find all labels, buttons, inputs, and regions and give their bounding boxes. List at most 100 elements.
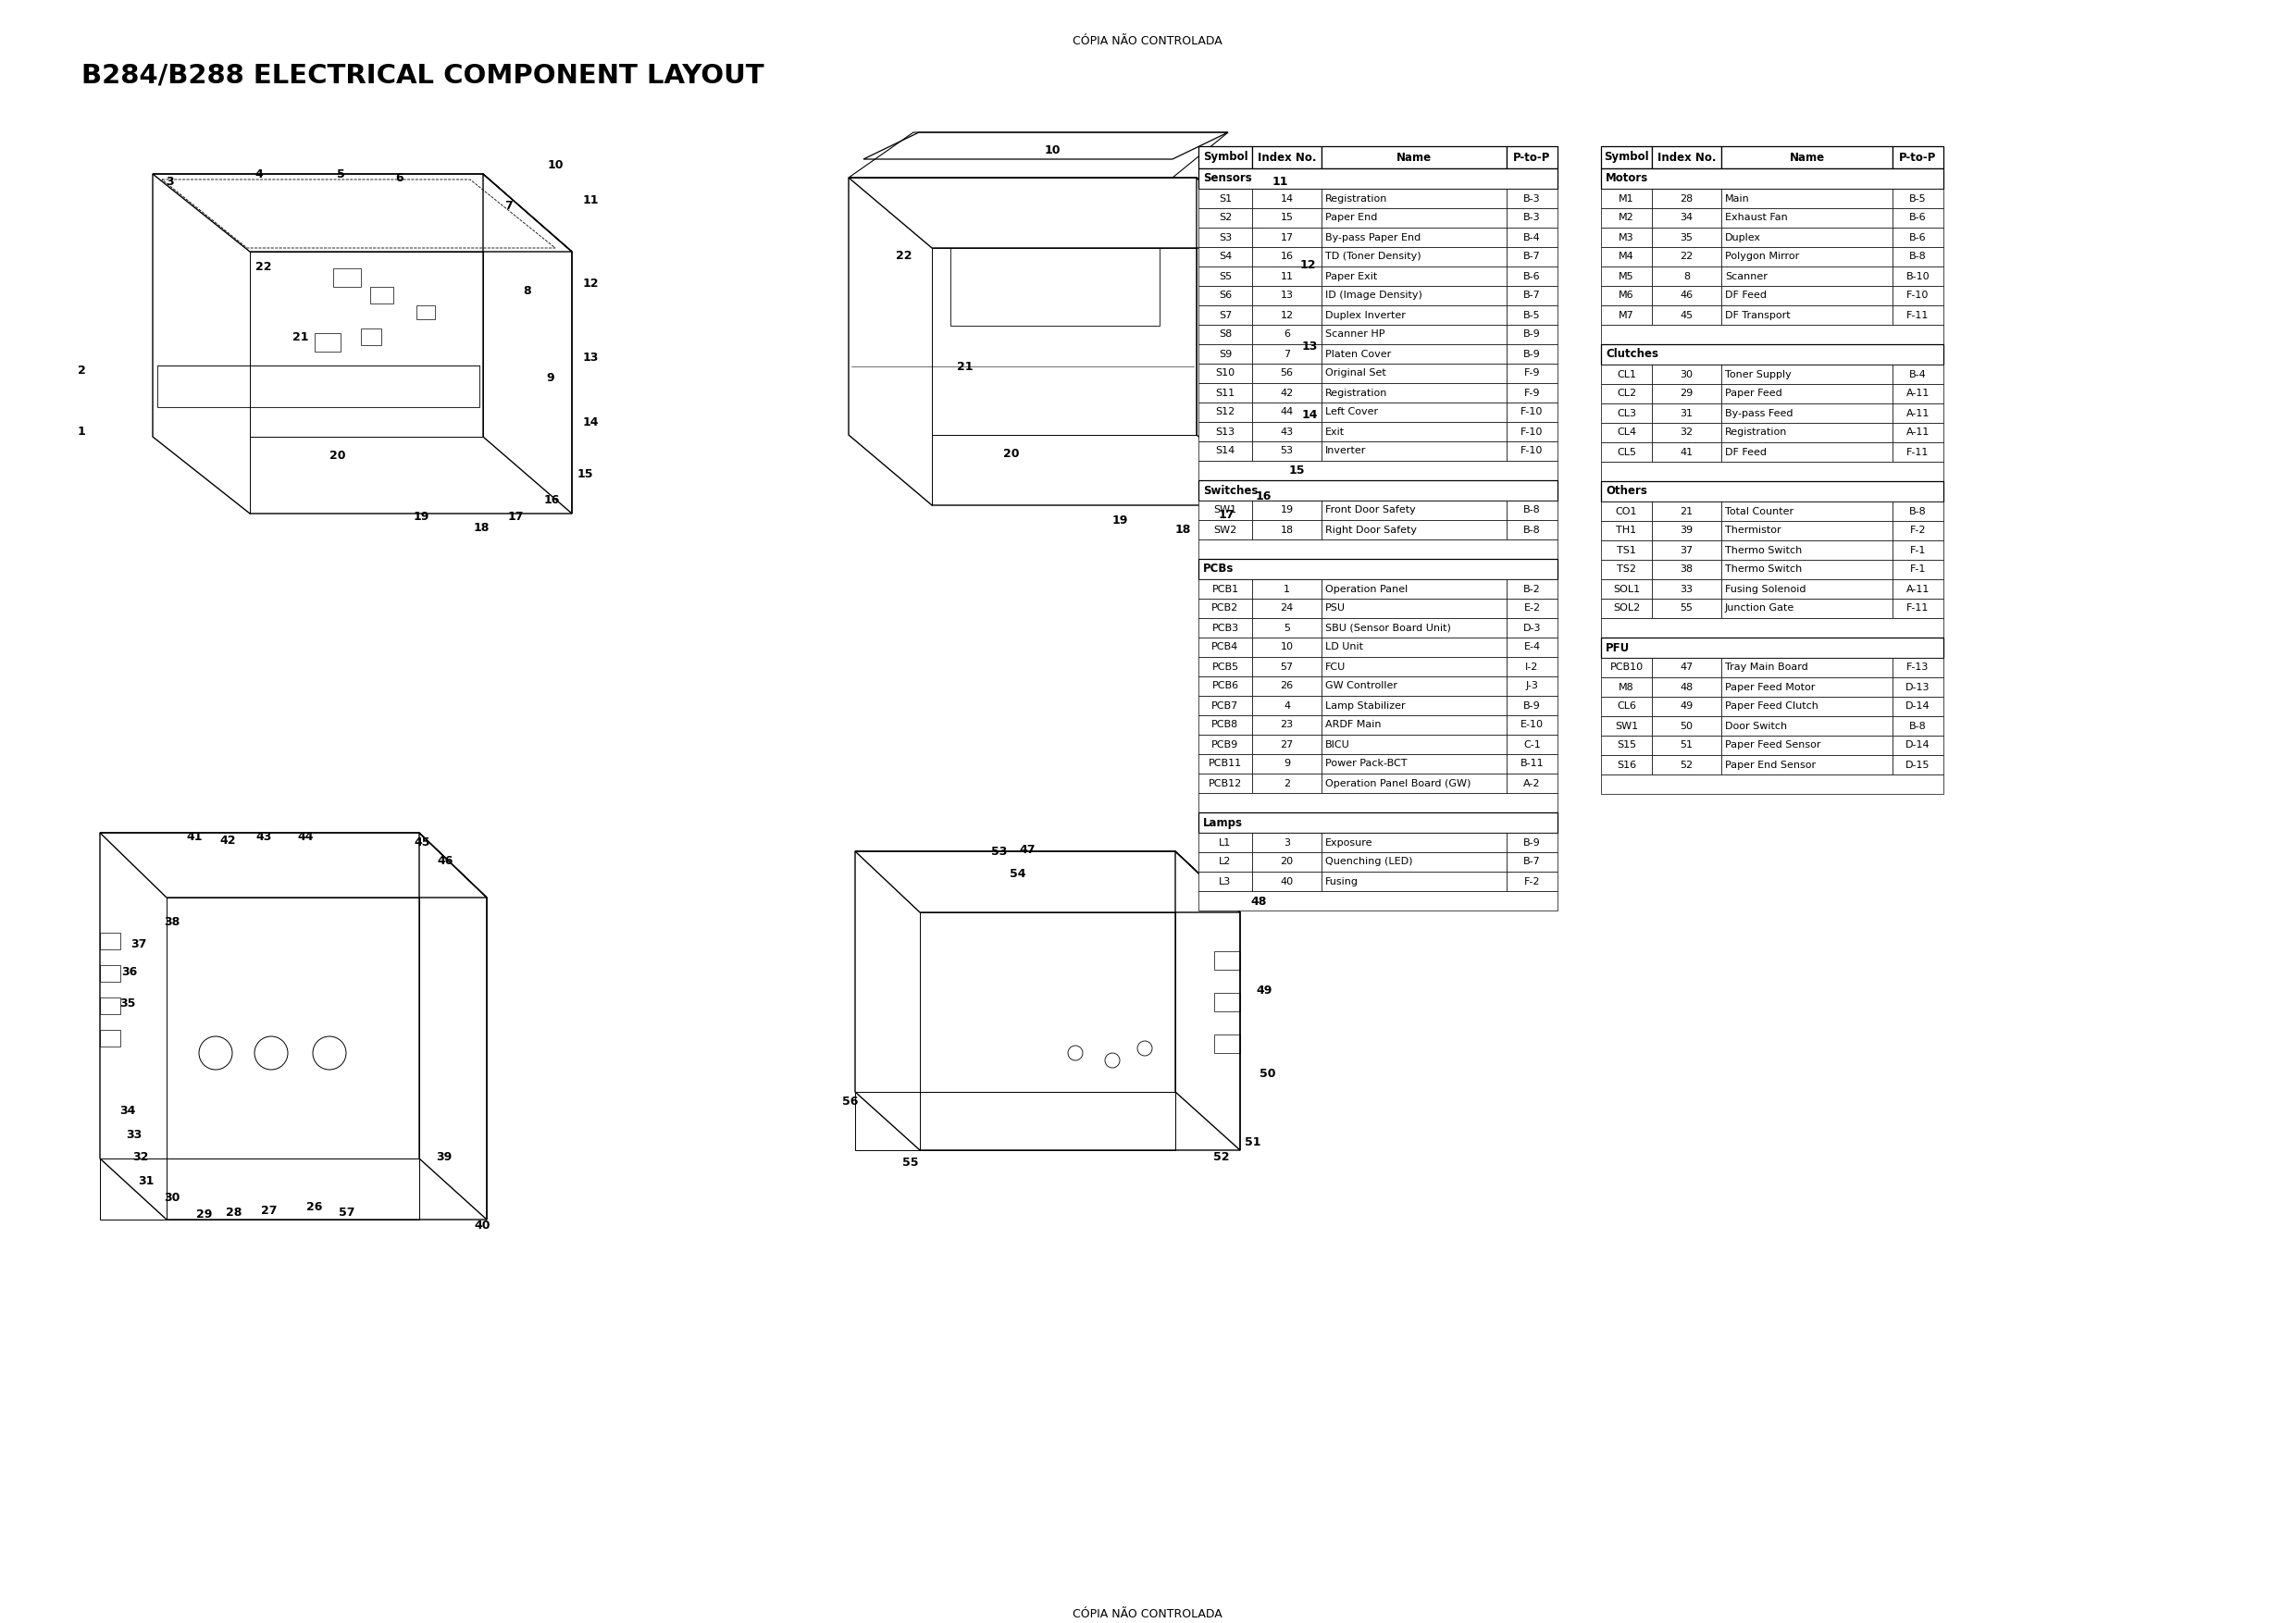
Bar: [1722, 716, 1892, 735]
Text: Toner Supply: Toner Supply: [1724, 370, 1791, 378]
Bar: [1506, 325, 1557, 344]
Bar: [1322, 305, 1506, 325]
Bar: [1651, 404, 1722, 424]
Text: 40: 40: [473, 1220, 491, 1232]
Bar: [1600, 735, 1651, 755]
Bar: [1322, 872, 1506, 891]
Text: 14: 14: [1302, 409, 1318, 420]
Text: Scanner: Scanner: [1724, 271, 1768, 281]
Text: 22: 22: [255, 260, 271, 273]
Text: A-11: A-11: [1906, 428, 1929, 437]
Bar: [1251, 852, 1322, 872]
Text: B-8: B-8: [1910, 506, 1926, 516]
Text: 2: 2: [1283, 779, 1290, 787]
Text: 17: 17: [507, 510, 523, 523]
Bar: [1199, 325, 1251, 344]
Bar: [1722, 208, 1892, 227]
Bar: [1199, 266, 1251, 286]
Text: Lamps: Lamps: [1203, 816, 1242, 829]
Text: 34: 34: [1681, 213, 1692, 222]
Bar: [1322, 657, 1506, 677]
Text: 54: 54: [1010, 868, 1026, 880]
Text: GW Controller: GW Controller: [1325, 682, 1398, 691]
Text: 45: 45: [1681, 310, 1692, 320]
Text: 9: 9: [546, 372, 556, 383]
Bar: [1722, 365, 1892, 385]
Text: 49: 49: [1256, 984, 1272, 997]
Text: 18: 18: [1281, 526, 1293, 534]
Bar: [1199, 383, 1251, 403]
Text: 35: 35: [1681, 232, 1692, 242]
Text: P-to-P: P-to-P: [1899, 151, 1936, 164]
Text: F-11: F-11: [1906, 310, 1929, 320]
Bar: [1651, 599, 1722, 618]
Bar: [1600, 657, 1651, 677]
Bar: [1600, 305, 1651, 325]
Text: Total Counter: Total Counter: [1724, 506, 1793, 516]
Text: LD Unit: LD Unit: [1325, 643, 1364, 652]
Bar: [1199, 364, 1251, 383]
Text: Original Set: Original Set: [1325, 368, 1387, 378]
Text: 50: 50: [1681, 721, 1692, 730]
Bar: [1199, 500, 1251, 519]
Text: Quenching (LED): Quenching (LED): [1325, 857, 1412, 867]
Text: PCB10: PCB10: [1609, 662, 1644, 672]
Text: S9: S9: [1219, 349, 1233, 359]
Bar: [1506, 247, 1557, 266]
Bar: [1506, 599, 1557, 618]
Bar: [1722, 677, 1892, 696]
Bar: [1251, 325, 1322, 344]
Text: 21: 21: [1681, 506, 1692, 516]
Bar: [1651, 579, 1722, 599]
Text: Power Pack-BCT: Power Pack-BCT: [1325, 760, 1407, 768]
Text: DF Feed: DF Feed: [1724, 448, 1766, 456]
Text: PCB4: PCB4: [1212, 643, 1240, 652]
Bar: [1199, 305, 1251, 325]
Text: 35: 35: [119, 998, 135, 1010]
Bar: [1722, 266, 1892, 286]
Text: 23: 23: [1281, 721, 1293, 730]
Text: Right Door Safety: Right Door Safety: [1325, 526, 1417, 534]
Bar: [1722, 755, 1892, 774]
Text: Name: Name: [1789, 151, 1825, 164]
Text: 53: 53: [1281, 446, 1293, 456]
Text: 16: 16: [1281, 252, 1293, 261]
Text: BICU: BICU: [1325, 740, 1350, 750]
Bar: [1892, 266, 1942, 286]
Text: 26: 26: [1281, 682, 1293, 691]
Text: B-4: B-4: [1522, 232, 1541, 242]
Text: 28: 28: [225, 1206, 241, 1219]
Text: D-13: D-13: [1906, 682, 1931, 691]
Text: S14: S14: [1215, 446, 1235, 456]
Bar: [1600, 579, 1651, 599]
Bar: [1506, 422, 1557, 441]
Bar: [1199, 208, 1251, 227]
Bar: [1199, 696, 1251, 716]
Bar: [1251, 364, 1322, 383]
Text: 20: 20: [1281, 857, 1293, 867]
Bar: [1600, 755, 1651, 774]
Text: DF Transport: DF Transport: [1724, 310, 1791, 320]
Text: 39: 39: [436, 1152, 452, 1164]
Text: Lamp Stabilizer: Lamp Stabilizer: [1325, 701, 1405, 711]
Bar: [1600, 560, 1651, 579]
Text: B-3: B-3: [1525, 213, 1541, 222]
Text: Exit: Exit: [1325, 427, 1345, 437]
Bar: [1199, 461, 1557, 480]
Text: Index No.: Index No.: [1658, 151, 1715, 164]
Bar: [1892, 365, 1942, 385]
Text: S6: S6: [1219, 291, 1233, 300]
Text: ID (Image Density): ID (Image Density): [1325, 291, 1421, 300]
Bar: [1199, 618, 1251, 638]
Text: 33: 33: [1681, 584, 1692, 594]
Bar: [1199, 638, 1251, 657]
Bar: [1892, 579, 1942, 599]
Bar: [1322, 422, 1506, 441]
Text: 40: 40: [1281, 876, 1293, 886]
Text: 29: 29: [1681, 390, 1692, 398]
Text: CL2: CL2: [1616, 390, 1637, 398]
Text: Paper Exit: Paper Exit: [1325, 271, 1378, 281]
Bar: [1600, 443, 1651, 461]
Text: 5: 5: [338, 167, 344, 180]
Text: PCB9: PCB9: [1212, 740, 1240, 750]
